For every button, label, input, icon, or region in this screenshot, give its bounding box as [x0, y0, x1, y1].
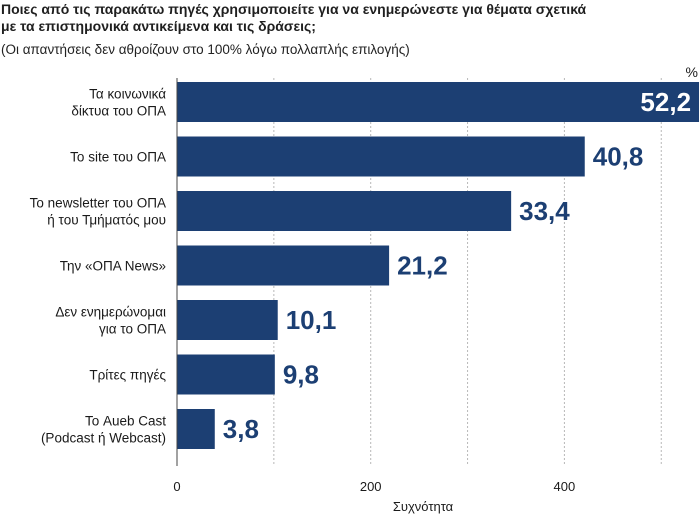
category-label: Τρίτες πηγές [89, 368, 166, 383]
value-label: 10,1 [286, 305, 337, 335]
bar [177, 136, 585, 177]
bar [177, 409, 215, 449]
category-label: Την «ΟΠΑ News» [60, 259, 166, 274]
x-axis: 0 200 400 Συχνότητα% [173, 64, 698, 514]
bar [177, 191, 512, 231]
value-label: 52,2 [640, 87, 691, 117]
chart-title: Ποιες από τις παρακάτω πηγές χρησιμοποιε… [1, 1, 699, 35]
x-tick-label: 0 [173, 479, 180, 494]
bar [177, 354, 275, 395]
value-label: 40,8 [593, 142, 644, 172]
bars [177, 82, 700, 449]
x-axis-title: Συχνότητα [393, 499, 454, 514]
bar [177, 300, 278, 340]
bar [177, 82, 700, 122]
value-label: 33,4 [519, 196, 570, 226]
unit-label: % [686, 64, 698, 80]
chart-subtitle: (Οι απαντήσεις δεν αθροίζουν στο 100% λό… [1, 42, 410, 57]
x-tick-label: 400 [554, 479, 576, 494]
value-label: 9,8 [283, 360, 319, 390]
category-label: Το site του ΟΠΑ [70, 150, 166, 165]
value-label: 3,8 [223, 414, 259, 444]
category-label: Δεν ενημερώνομαι για το ΟΠΑ [55, 305, 166, 337]
value-label: 21,2 [397, 251, 448, 281]
category-label: Τα κοινωνικά δίκτυα του ΟΠΑ [71, 87, 166, 119]
value-labels: 52,2 40,8 33,4 21,2 10,1 9,8 3,8 [223, 87, 691, 444]
chart-title-line-2: με τα επιστημονικά αντικείμενα και τις δ… [1, 18, 316, 34]
category-label: Το newsletter του ΟΠΑ ή του Τμήματός μου [30, 196, 166, 228]
chart-title-line-1: Ποιες από τις παρακάτω πηγές χρησιμοποιε… [1, 1, 587, 17]
category-label: Το Aueb Cast (Podcast ή Webcast) [41, 414, 166, 446]
bar [177, 245, 390, 286]
x-tick-label: 200 [360, 479, 382, 494]
category-labels: Τα κοινωνικά δίκτυα του ΟΠΑ Το site του ΟΠ… [30, 87, 167, 446]
